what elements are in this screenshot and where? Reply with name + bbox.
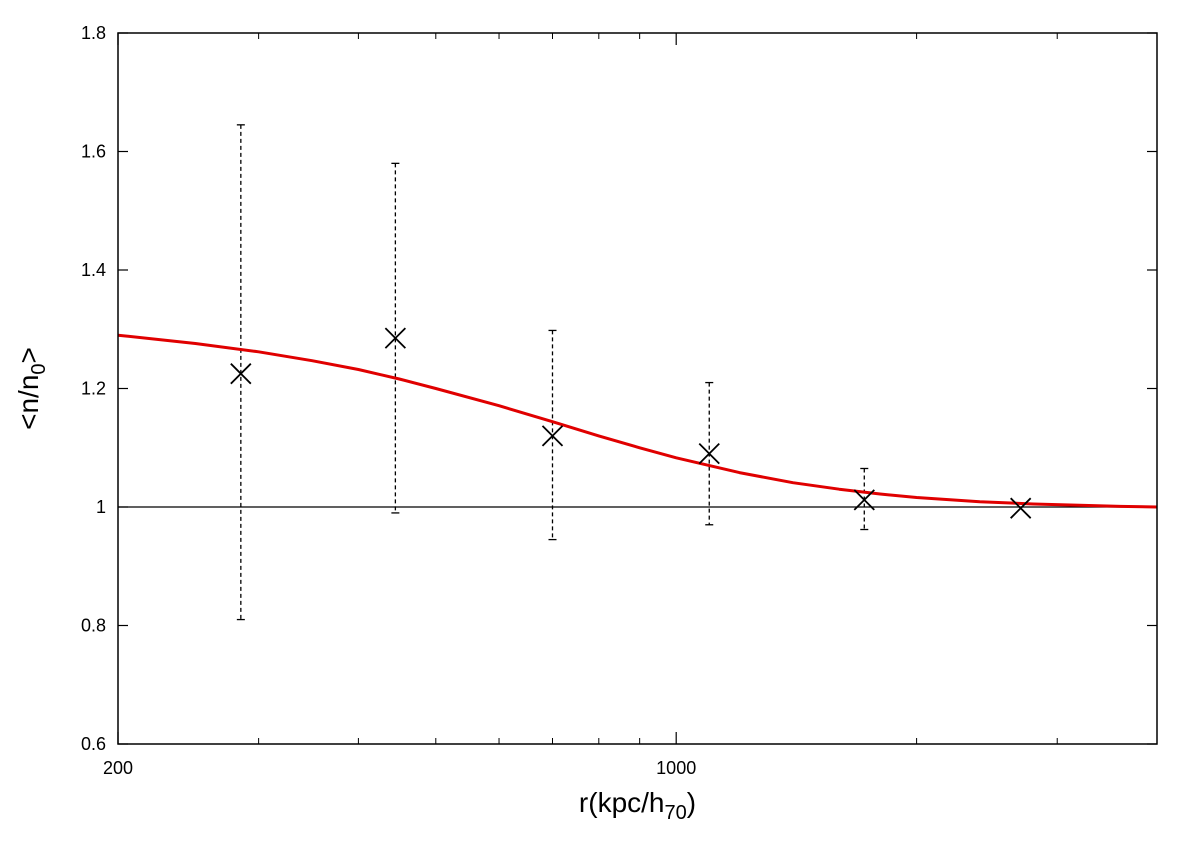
data-point-stroke-b bbox=[1010, 497, 1032, 519]
y-tick-label: 1 bbox=[96, 497, 106, 517]
data-point-stroke-b bbox=[853, 489, 875, 511]
axis-ticks bbox=[117, 32, 1157, 745]
data-points bbox=[230, 327, 1032, 519]
data-point bbox=[541, 425, 564, 447]
x-minor-ticks bbox=[258, 33, 1058, 744]
y-tick-label: 0.6 bbox=[81, 734, 106, 754]
fit-curve bbox=[117, 333, 1158, 509]
y-axis-label-subscript: 0 bbox=[28, 363, 50, 374]
x-axis-label-end: ) bbox=[687, 787, 696, 818]
axis-tick-labels: 0.6 0.8 1 1.2 1.4 1.6 1.8 200 1000 bbox=[81, 23, 696, 778]
y-axis-label-main: <n/n bbox=[13, 375, 44, 430]
x-tick-label: 1000 bbox=[656, 758, 696, 778]
data-point bbox=[698, 443, 720, 465]
x-axis-label-subscript: 70 bbox=[665, 802, 687, 824]
plot-frame bbox=[117, 32, 1158, 745]
data-point bbox=[1010, 497, 1032, 519]
y-tick-label: 1.8 bbox=[81, 23, 106, 43]
data-point bbox=[853, 489, 875, 511]
fit-curve-line bbox=[117, 333, 1158, 509]
data-point-stroke-b bbox=[230, 363, 252, 385]
data-point-stroke-b bbox=[541, 425, 564, 447]
y-tick-label: 1.6 bbox=[81, 142, 106, 162]
y-axis-label-end: > bbox=[13, 347, 44, 363]
x-axis-label-main: r(kpc/h bbox=[579, 787, 665, 818]
data-point-stroke-b bbox=[384, 327, 407, 349]
data-point bbox=[384, 327, 407, 349]
y-tick-label: 1.2 bbox=[81, 379, 106, 399]
y-tick-label: 0.8 bbox=[81, 616, 106, 636]
y-axis-label: <n/n0> bbox=[13, 347, 50, 430]
x-axis-label: r(kpc/h70) bbox=[579, 787, 696, 824]
data-point-stroke-b bbox=[698, 443, 720, 465]
y-tick-label: 1.4 bbox=[81, 260, 106, 280]
error-bars bbox=[236, 124, 869, 621]
x-tick-label: 200 bbox=[103, 758, 133, 778]
data-point bbox=[230, 363, 252, 385]
